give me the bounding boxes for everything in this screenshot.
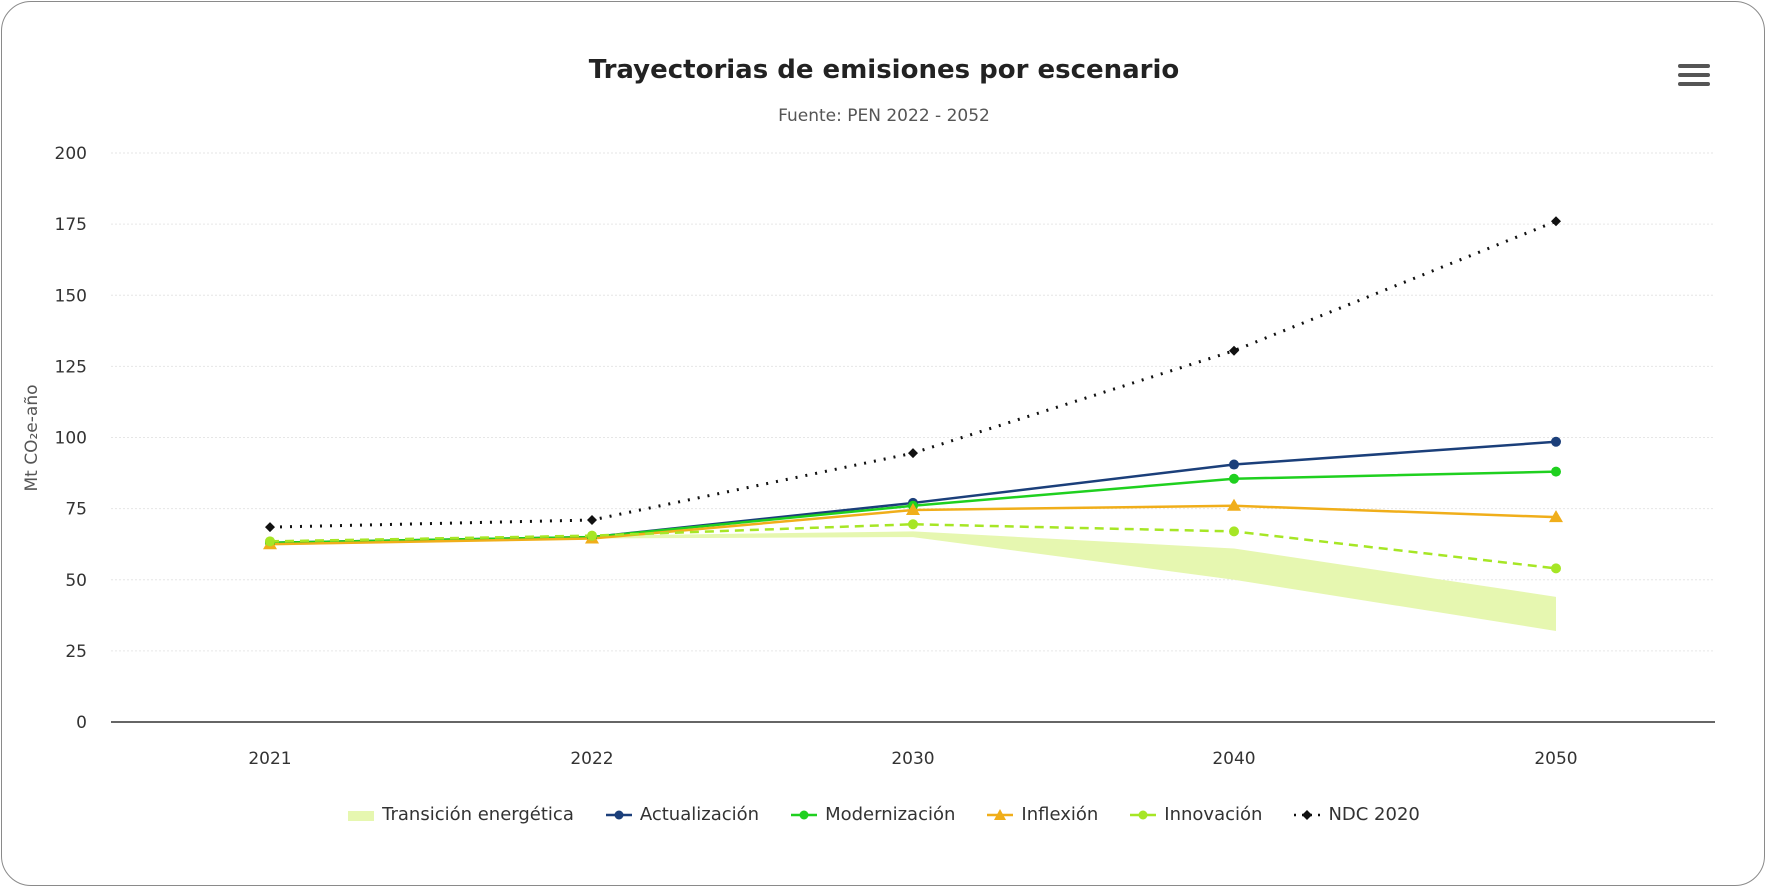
legend-label: Inflexión	[1021, 804, 1099, 825]
legend-item[interactable]: Actualización	[605, 804, 760, 825]
range-area-transicion	[270, 531, 1556, 631]
data-point	[587, 515, 597, 526]
legend-item[interactable]: NDC 2020	[1294, 804, 1420, 825]
data-point	[1227, 498, 1241, 511]
x-tick-label: 2050	[1534, 749, 1577, 769]
chart-legend: Transición energética Actualización Modern…	[0, 804, 1768, 825]
data-point	[1549, 510, 1563, 523]
data-point	[1551, 563, 1561, 574]
data-point	[1229, 345, 1239, 356]
legend-swatch	[1294, 809, 1321, 820]
legend-item[interactable]: Innovación	[1130, 804, 1262, 825]
legend-swatch	[791, 810, 818, 819]
chart-subtitle: Fuente: PEN 2022 - 2052	[778, 106, 990, 126]
legend-swatch	[348, 810, 375, 821]
y-axis-label: Mt CO₂e-año	[22, 385, 42, 492]
legend-item[interactable]: Transición energética	[348, 804, 574, 825]
data-point	[1551, 216, 1561, 227]
data-point	[587, 530, 597, 541]
hamburger-menu-icon[interactable]	[1678, 64, 1710, 90]
legend-item[interactable]: Inflexión	[987, 804, 1098, 825]
y-tick-label: 100	[55, 429, 87, 449]
legend-item[interactable]: Modernización	[791, 804, 955, 825]
legend-label: Modernización	[825, 804, 956, 825]
data-point	[1551, 466, 1561, 477]
legend-label: Transición energética	[382, 804, 574, 825]
y-tick-label: 150	[55, 286, 87, 306]
x-tick-label: 2040	[1212, 749, 1255, 769]
y-tick-label: 125	[55, 357, 87, 377]
chart-title: Trayectorias de emisiones por escenario	[588, 55, 1180, 85]
legend-swatch	[1130, 810, 1157, 819]
legend-swatch	[605, 810, 632, 819]
data-point	[1229, 459, 1239, 470]
data-point	[265, 536, 275, 547]
x-tick-label: 2021	[248, 749, 291, 769]
data-point	[908, 519, 918, 530]
y-tick-label: 200	[55, 144, 87, 164]
x-tick-label: 2022	[570, 749, 613, 769]
series-line	[269, 523, 1557, 570]
legend-swatch	[987, 808, 1014, 820]
legend-label: Actualización	[639, 804, 760, 825]
data-point	[1229, 473, 1239, 484]
legend-label: Innovación	[1164, 804, 1263, 825]
data-point	[908, 448, 918, 459]
series-line	[269, 219, 1557, 529]
data-point	[1551, 436, 1561, 447]
y-tick-label: 75	[65, 500, 87, 520]
data-point	[906, 503, 920, 516]
y-tick-label: 175	[55, 215, 87, 235]
legend-label: NDC 2020	[1328, 804, 1420, 825]
data-point	[265, 522, 275, 533]
y-tick-label: 0	[76, 713, 87, 733]
data-point	[1229, 526, 1239, 537]
y-tick-label: 25	[65, 642, 87, 662]
y-tick-label: 50	[65, 571, 87, 591]
x-tick-label: 2030	[891, 749, 934, 769]
